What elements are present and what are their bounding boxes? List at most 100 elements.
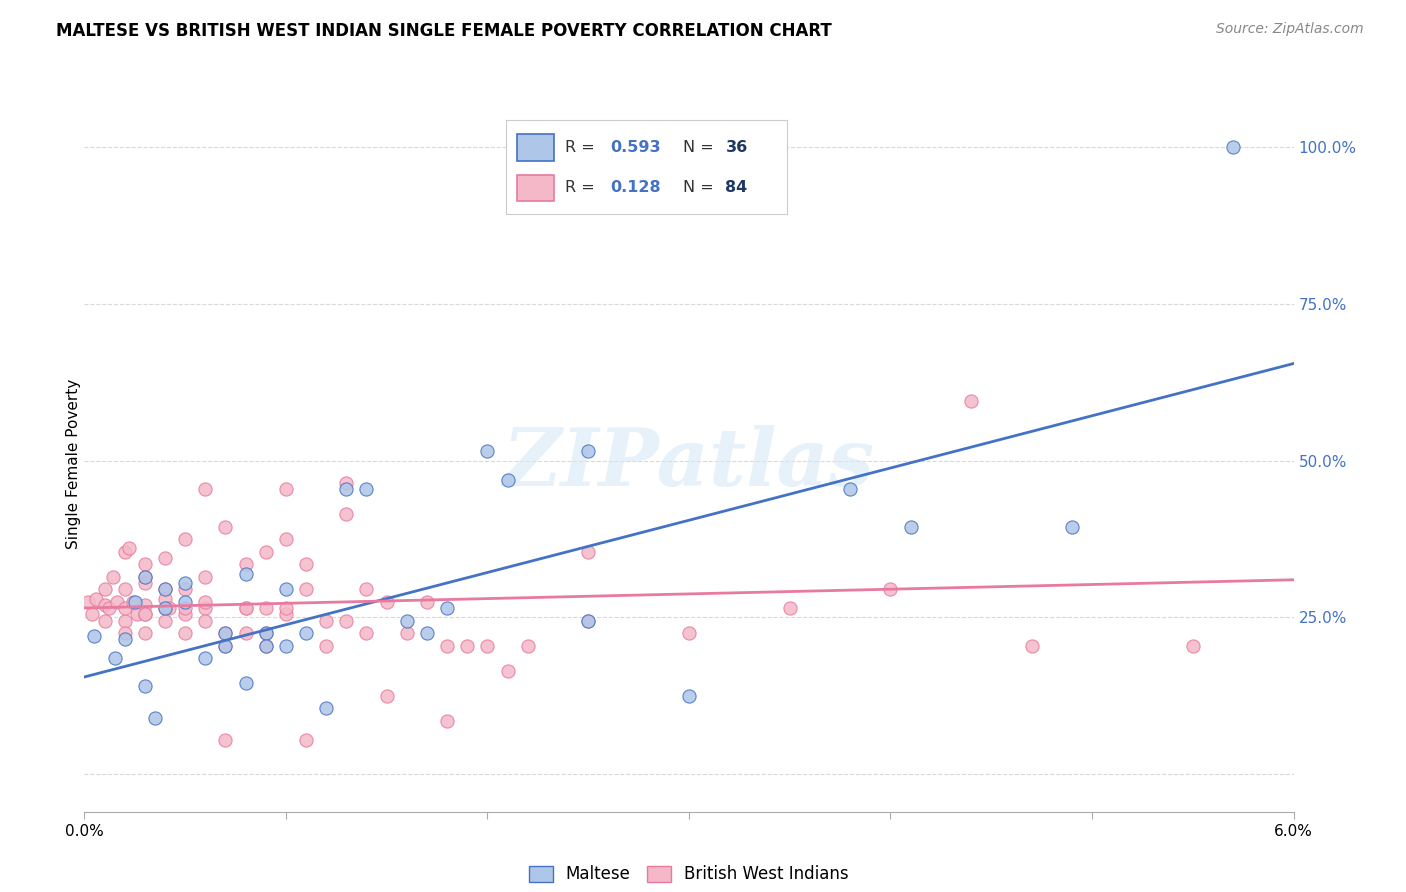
- Point: [86, 591, 108, 606]
- Text: R =: R =: [565, 140, 600, 155]
- Point: [93, 614, 115, 628]
- Point: [295, 732, 318, 747]
- Point: [97, 601, 120, 615]
- Point: [114, 544, 136, 558]
- Point: [678, 626, 700, 640]
- Point: [477, 444, 499, 458]
- Point: [118, 541, 141, 556]
- Point: [295, 582, 318, 597]
- Point: [153, 614, 176, 628]
- Point: [153, 550, 176, 565]
- Text: 0.128: 0.128: [610, 180, 661, 195]
- Point: [77, 595, 100, 609]
- Point: [678, 689, 700, 703]
- Point: [416, 626, 439, 640]
- Point: [114, 614, 136, 628]
- Point: [295, 626, 318, 640]
- Legend: Maltese, British West Indians: Maltese, British West Indians: [529, 865, 849, 883]
- Point: [82, 607, 104, 622]
- Point: [93, 582, 115, 597]
- Point: [235, 601, 257, 615]
- Point: [254, 639, 277, 653]
- Point: [456, 639, 478, 653]
- Point: [174, 626, 197, 640]
- Point: [274, 639, 297, 653]
- Point: [274, 482, 297, 496]
- Point: [194, 651, 217, 665]
- Point: [134, 569, 156, 583]
- Point: [134, 679, 156, 693]
- Point: [356, 626, 378, 640]
- Point: [101, 569, 124, 583]
- Point: [335, 482, 357, 496]
- Point: [143, 711, 166, 725]
- Point: [879, 582, 901, 597]
- Point: [496, 473, 519, 487]
- Point: [194, 595, 217, 609]
- Point: [900, 519, 922, 533]
- Point: [315, 614, 337, 628]
- Point: [1181, 639, 1204, 653]
- Point: [315, 701, 337, 715]
- Point: [235, 601, 257, 615]
- Point: [134, 626, 156, 640]
- Point: [174, 532, 197, 546]
- Point: [214, 626, 236, 640]
- Point: [194, 601, 217, 615]
- Point: [375, 595, 398, 609]
- Point: [254, 626, 277, 640]
- Point: [194, 482, 217, 496]
- Point: [235, 566, 257, 581]
- Point: [214, 639, 236, 653]
- Point: [576, 614, 599, 628]
- Point: [335, 507, 357, 521]
- Point: [496, 664, 519, 678]
- Point: [274, 582, 297, 597]
- Point: [235, 676, 257, 690]
- Bar: [517, 135, 554, 161]
- Text: N =: N =: [683, 180, 720, 195]
- Point: [335, 614, 357, 628]
- Text: N =: N =: [683, 140, 720, 155]
- Point: [356, 582, 378, 597]
- Point: [274, 607, 297, 622]
- Point: [779, 601, 801, 615]
- Point: [124, 595, 146, 609]
- Point: [153, 591, 176, 606]
- Point: [576, 614, 599, 628]
- Point: [134, 598, 156, 612]
- Point: [153, 582, 176, 597]
- Point: [157, 601, 180, 615]
- Point: [104, 651, 127, 665]
- Point: [125, 607, 148, 622]
- Bar: [517, 175, 554, 201]
- Point: [83, 629, 105, 643]
- Point: [114, 632, 136, 647]
- Point: [214, 639, 236, 653]
- Point: [174, 582, 197, 597]
- Point: [335, 475, 357, 490]
- Point: [174, 601, 197, 615]
- Point: [114, 626, 136, 640]
- Point: [375, 689, 398, 703]
- Point: [194, 614, 217, 628]
- Point: [960, 394, 983, 409]
- Point: [576, 544, 599, 558]
- Point: [174, 576, 197, 591]
- Point: [395, 614, 418, 628]
- Text: 0.593: 0.593: [610, 140, 661, 155]
- Point: [105, 595, 128, 609]
- Text: ZIPatlas: ZIPatlas: [503, 425, 875, 502]
- Text: MALTESE VS BRITISH WEST INDIAN SINGLE FEMALE POVERTY CORRELATION CHART: MALTESE VS BRITISH WEST INDIAN SINGLE FE…: [56, 22, 832, 40]
- Point: [436, 601, 458, 615]
- Point: [93, 598, 115, 612]
- Point: [839, 482, 862, 496]
- Text: R =: R =: [565, 180, 600, 195]
- Point: [576, 444, 599, 458]
- Point: [356, 482, 378, 496]
- Point: [1222, 140, 1244, 154]
- Point: [214, 732, 236, 747]
- Point: [254, 544, 277, 558]
- Point: [1060, 519, 1083, 533]
- Point: [174, 595, 197, 609]
